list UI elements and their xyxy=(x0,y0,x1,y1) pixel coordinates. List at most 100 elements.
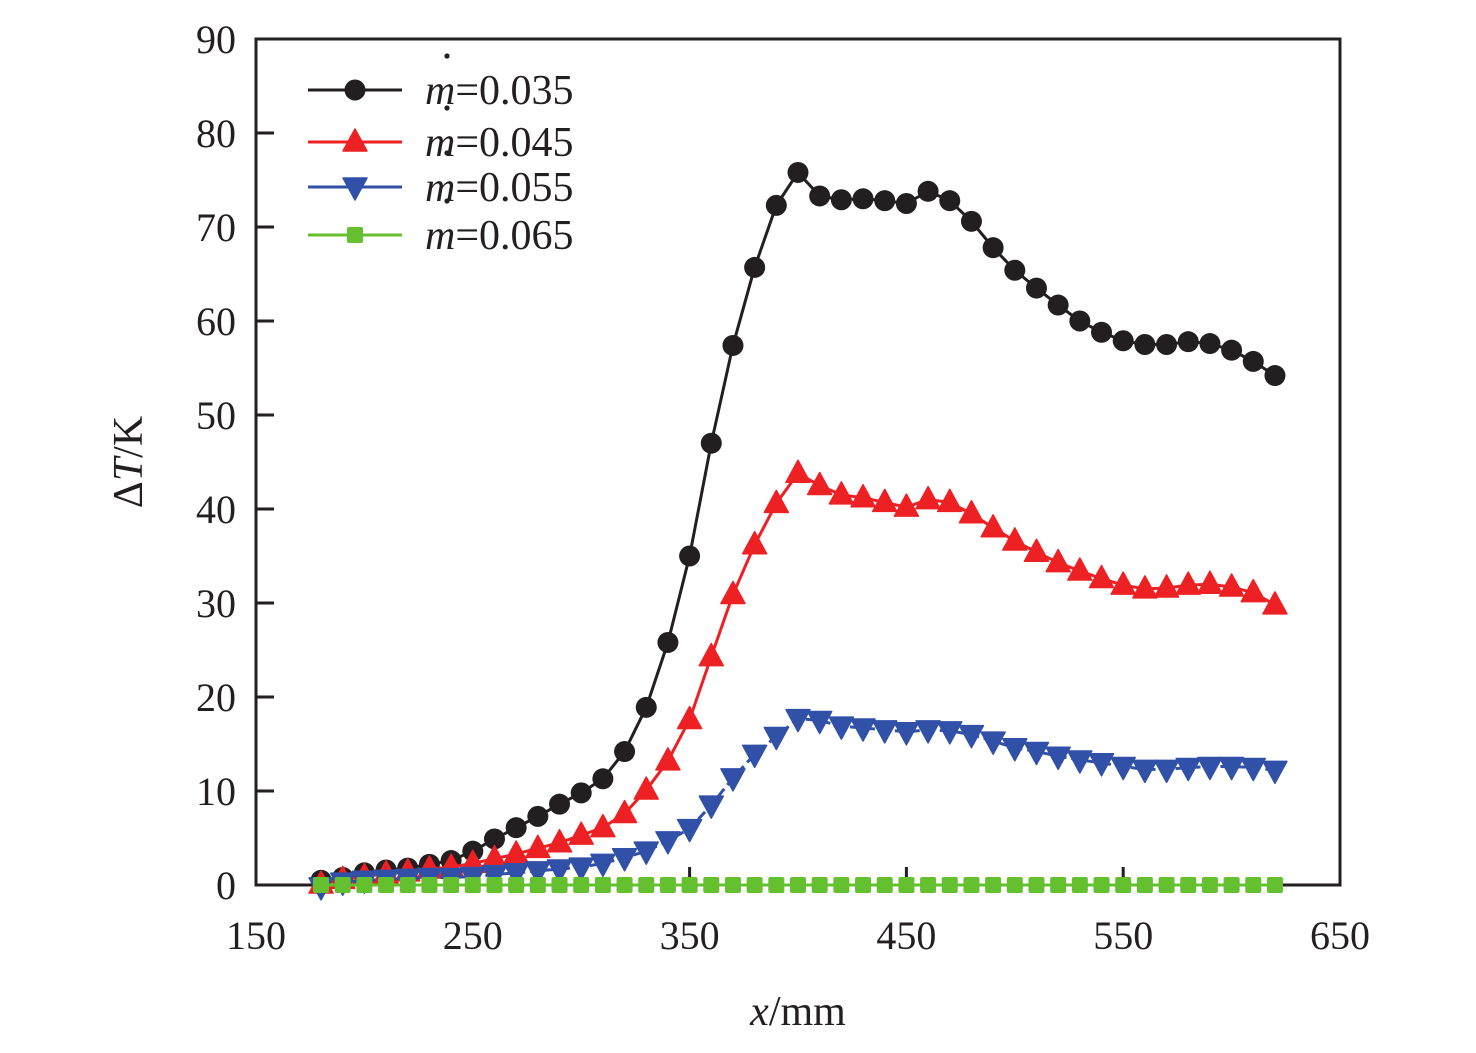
data-point xyxy=(893,493,920,517)
data-point xyxy=(614,741,636,763)
legend-label: m=0.035 xyxy=(425,68,574,114)
data-point xyxy=(1262,760,1288,785)
data-point xyxy=(546,859,573,883)
data-point xyxy=(529,877,546,893)
data-point xyxy=(700,432,722,454)
legend-dot-accent xyxy=(444,53,450,59)
series-layer xyxy=(308,161,1288,901)
data-point xyxy=(313,877,330,893)
data-point xyxy=(483,828,505,850)
data-point xyxy=(768,877,785,893)
data-point xyxy=(720,580,746,605)
data-point xyxy=(895,193,917,214)
data-point xyxy=(421,877,438,893)
data-point xyxy=(481,864,508,889)
data-point xyxy=(698,642,725,667)
data-point xyxy=(917,180,939,202)
data-point xyxy=(1218,756,1245,781)
data-point xyxy=(722,334,744,356)
y-tick-label: 70 xyxy=(196,205,236,250)
data-point xyxy=(551,877,568,893)
x-tick-label: 450 xyxy=(876,913,936,958)
data-point xyxy=(765,194,787,216)
data-point xyxy=(1023,538,1050,562)
data-point xyxy=(790,877,806,893)
data-point xyxy=(1047,294,1069,316)
y-tick-label: 90 xyxy=(196,17,236,62)
series-m-0-045 xyxy=(308,459,1288,894)
data-point xyxy=(1050,877,1067,893)
data-point xyxy=(1201,877,1218,893)
data-point xyxy=(1006,877,1023,893)
data-point xyxy=(724,877,741,893)
data-point xyxy=(1023,741,1050,766)
data-point xyxy=(573,877,590,893)
data-point xyxy=(633,841,659,865)
data-point xyxy=(1136,877,1153,893)
data-point xyxy=(871,720,898,744)
data-point xyxy=(746,877,763,893)
data-point xyxy=(937,488,963,513)
series-line xyxy=(320,471,1276,886)
data-point xyxy=(785,459,811,484)
data-point xyxy=(638,877,655,893)
series-m-0-055 xyxy=(308,708,1288,901)
data-point xyxy=(546,828,573,853)
legend-dot-accent xyxy=(444,198,450,204)
data-point xyxy=(1110,571,1136,595)
data-point xyxy=(616,877,633,893)
data-point xyxy=(1093,877,1110,893)
data-point xyxy=(594,877,611,893)
data-point xyxy=(1088,564,1115,589)
data-point xyxy=(1177,331,1199,353)
data-point xyxy=(763,726,790,751)
data-point xyxy=(850,718,876,742)
legend-label: m=0.065 xyxy=(425,213,574,259)
data-point xyxy=(659,877,676,893)
data-point xyxy=(1071,877,1088,893)
legend-item: m=0.065 xyxy=(308,198,574,259)
y-tick-label: 80 xyxy=(196,111,236,156)
data-point xyxy=(828,481,855,505)
data-point xyxy=(855,877,872,893)
data-point xyxy=(1002,527,1028,551)
data-point xyxy=(806,471,833,496)
data-point xyxy=(1218,573,1245,597)
data-point xyxy=(941,877,958,893)
data-point xyxy=(833,877,850,893)
data-point xyxy=(850,483,876,508)
data-point xyxy=(1025,277,1047,299)
data-point xyxy=(334,877,351,893)
data-point xyxy=(698,795,725,819)
data-point xyxy=(1175,757,1201,782)
data-point xyxy=(1091,321,1113,343)
data-point xyxy=(681,877,698,893)
legend-var: m xyxy=(425,120,455,166)
data-point xyxy=(744,256,766,278)
legend-item: m=0.035 xyxy=(308,53,574,114)
legend-label: m=0.045 xyxy=(425,120,574,166)
data-point xyxy=(1028,877,1045,893)
data-point xyxy=(356,877,373,893)
y-tick-label: 40 xyxy=(196,487,236,532)
data-point xyxy=(568,857,594,881)
y-tick-label: 30 xyxy=(196,581,236,626)
data-point xyxy=(980,514,1006,538)
legend-dot-accent xyxy=(444,150,450,156)
legend-item: m=0.045 xyxy=(308,105,574,166)
data-point xyxy=(1110,756,1136,781)
data-point xyxy=(806,710,833,735)
data-point xyxy=(915,485,941,510)
x-tick-label: 350 xyxy=(660,913,720,958)
data-point xyxy=(893,722,920,746)
data-point xyxy=(958,499,985,524)
legend-value: =0.055 xyxy=(455,165,573,211)
data-point xyxy=(1115,877,1132,893)
data-point xyxy=(1223,877,1240,893)
series-line xyxy=(320,170,1276,882)
data-point xyxy=(1266,877,1283,893)
data-point xyxy=(980,731,1006,755)
data-point xyxy=(1262,591,1288,615)
axes: 0 10 20 30 40 50 60 70 80 90 150 250 350 450 550 650 xyxy=(196,17,1370,958)
